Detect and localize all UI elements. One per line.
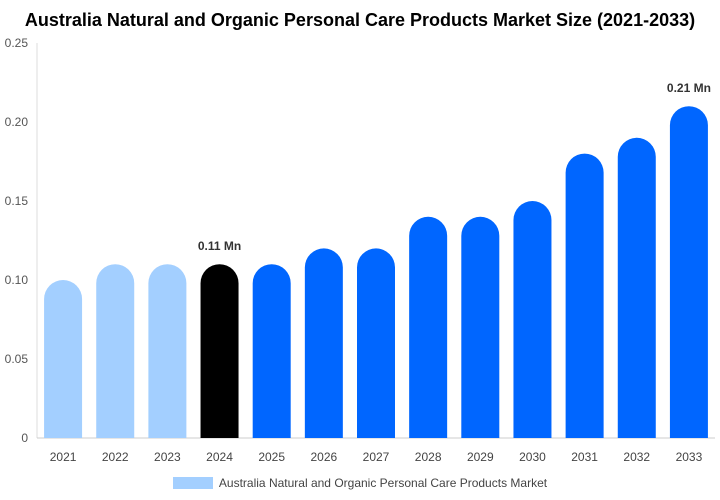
- y-tick-label: 0.25: [5, 36, 29, 50]
- x-tick-label: 2024: [206, 450, 233, 464]
- legend-swatch: [172, 477, 213, 489]
- x-tick-label: 2032: [623, 450, 650, 464]
- bar-2025: [252, 264, 291, 438]
- x-tick-label: 2023: [154, 450, 181, 464]
- data-label: 0.11 Mn: [198, 239, 241, 253]
- bar-2030: [513, 201, 552, 438]
- x-tick-label: 2026: [310, 450, 337, 464]
- bar-2021: [44, 280, 83, 438]
- x-tick-label: 2031: [571, 450, 598, 464]
- x-tick-label: 2028: [415, 450, 442, 464]
- x-tick-label: 2033: [676, 450, 703, 464]
- y-tick-label: 0.05: [5, 352, 29, 366]
- bar-2023: [148, 264, 187, 438]
- legend-label: Australia Natural and Organic Personal C…: [218, 476, 548, 490]
- bar-2027: [357, 248, 395, 438]
- bar-2032: [617, 137, 656, 438]
- chart-title: Australia Natural and Organic Personal C…: [24, 10, 696, 30]
- x-tick-label: 2027: [363, 450, 390, 464]
- bar-2024: [200, 264, 239, 438]
- data-label: 0.21 Mn: [667, 81, 711, 95]
- bar-2026: [304, 248, 343, 438]
- bar-2029: [461, 216, 500, 438]
- x-tick-label: 2025: [258, 450, 285, 464]
- y-tick-label: 0.10: [5, 273, 29, 287]
- legend: Australia Natural and Organic Personal C…: [0, 476, 720, 490]
- x-tick-label: 2029: [467, 450, 494, 464]
- x-tick-label: 2022: [102, 450, 129, 464]
- bar-2022: [96, 264, 135, 438]
- y-tick-label: 0.15: [5, 194, 29, 208]
- x-tick-label: 2021: [50, 450, 77, 464]
- bar-2028: [409, 216, 448, 438]
- bar-2031: [565, 153, 604, 438]
- y-tick-label: 0.20: [5, 115, 29, 129]
- x-tick-label: 2030: [519, 450, 546, 464]
- y-tick-label: 0: [21, 431, 28, 445]
- bar-2033: [669, 106, 708, 438]
